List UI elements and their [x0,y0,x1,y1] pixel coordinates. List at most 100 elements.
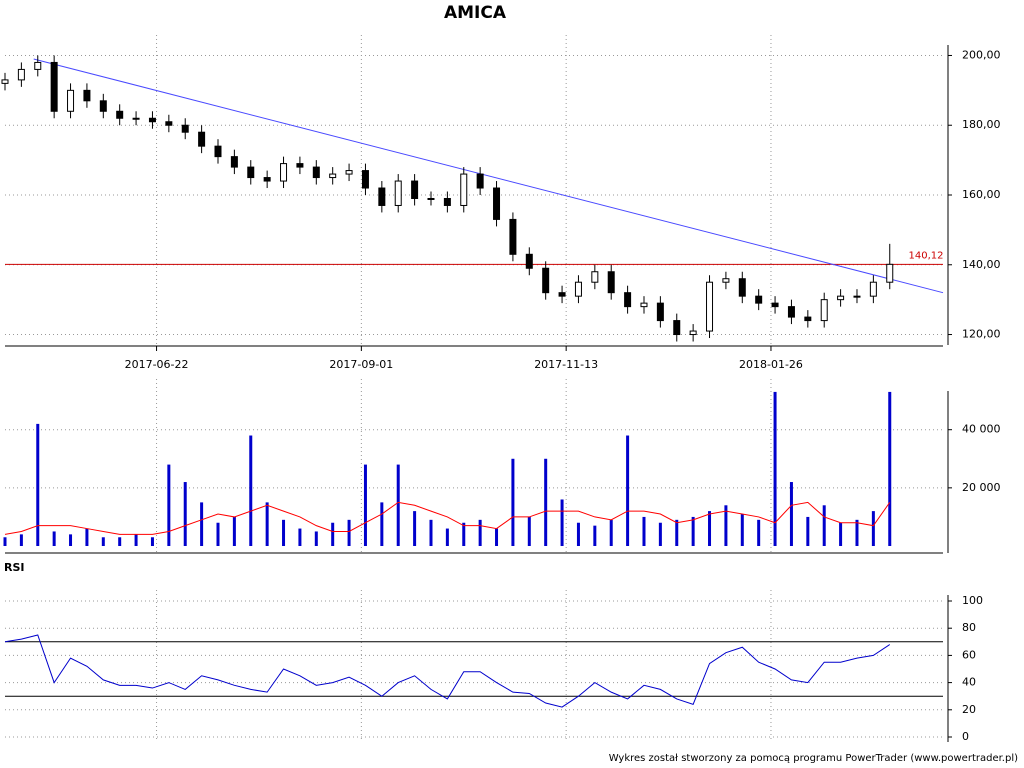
volume-bar [495,528,499,546]
y-tick-label: 100 [962,594,983,607]
candle-body [673,320,681,336]
volume-bar [560,499,564,546]
reference-label: 140,12 [909,250,944,261]
candle-body [820,299,828,322]
candle-body [230,156,238,168]
volume-bar [789,482,793,546]
y-tick-label: 140,00 [962,258,1001,271]
candle-body [148,117,156,123]
volume-bar [85,528,89,546]
volume-bar [282,519,286,546]
y-tick-label: 0 [962,730,969,743]
volume-bar [871,511,875,546]
candle-body [542,267,550,294]
candle-body [804,316,812,322]
chart-title: AMICA [444,3,507,23]
x-tick-label: 2018-01-26 [739,358,803,371]
rsi-line [4,634,891,708]
candle-body [689,330,697,336]
candle-body [640,302,648,308]
volume-bar [314,531,318,546]
volume-bar [101,537,105,546]
volume-bar [150,537,154,546]
volume-bar [265,502,269,546]
volume-bar [331,522,335,546]
candle-body [34,61,42,70]
volume-bar [118,537,122,546]
candle-body [99,100,107,112]
x-tick-label: 2017-09-01 [329,358,393,371]
candle-body [443,197,451,206]
candle-body [509,218,517,255]
candle-body [296,163,304,168]
candle-body [411,180,419,199]
volume-bar [724,505,728,546]
candle-body [493,187,501,220]
volume-bar [511,458,515,546]
x-tick-label: 2017-06-22 [125,358,189,371]
y-tick-label: 120,00 [962,328,1001,341]
volume-bar [36,423,40,546]
volume-bar [478,519,482,546]
y-tick-label: 200,00 [962,48,1001,61]
volume-bar [19,534,23,546]
volume-bar [134,534,138,546]
candle-body [427,197,435,200]
candle-body [198,131,206,147]
candle-body [17,68,25,81]
candle-body [181,124,189,133]
volume-bar [642,516,646,546]
volume-bar [855,519,859,546]
candle-body [558,292,566,297]
volume-bar [773,391,777,546]
candle-body [280,163,288,182]
candle-body [165,121,173,126]
panel-title: RSI [4,561,25,574]
volume-bar [396,464,400,546]
candle-body [247,166,255,179]
candle-body [738,278,746,297]
volume-bar [183,482,187,546]
volume-bar [576,522,580,546]
candle-body [116,110,124,119]
volume-bar [609,519,613,546]
candle-body [706,281,714,332]
volume-bar [200,502,204,546]
volume-bar [216,522,220,546]
candle-body [525,253,533,269]
candle-body [378,187,386,206]
trend-line [33,58,944,294]
candle-body [787,306,795,318]
candle-body [656,302,664,322]
volume-bar [363,464,367,546]
candle-body [853,295,861,298]
volume-bar [249,435,253,546]
volume-bar [708,511,712,546]
volume-average [4,501,891,535]
y-tick-label: 20 [962,703,976,716]
candle-body [591,271,599,283]
volume-bar [52,531,56,546]
volume-bar [839,522,843,546]
volume-bar [167,464,171,546]
volume-bar [806,516,810,546]
volume-bar [740,514,744,546]
candle-body [329,173,337,179]
volume-bar [380,502,384,546]
candle-body [50,61,58,112]
candle-body [132,117,140,120]
volume-bar [757,519,761,546]
volume-bar [347,519,351,546]
volume-bar [888,391,892,546]
x-tick-label: 2017-11-13 [534,358,598,371]
volume-bar [527,516,531,546]
y-tick-label: 160,00 [962,188,1001,201]
volume-bar [429,519,433,546]
candle-body [869,281,877,297]
volume-bar [822,505,826,546]
volume-bar [462,522,466,546]
volume-bar [593,525,597,546]
volume-bar [445,528,449,546]
candle-body [214,145,222,158]
